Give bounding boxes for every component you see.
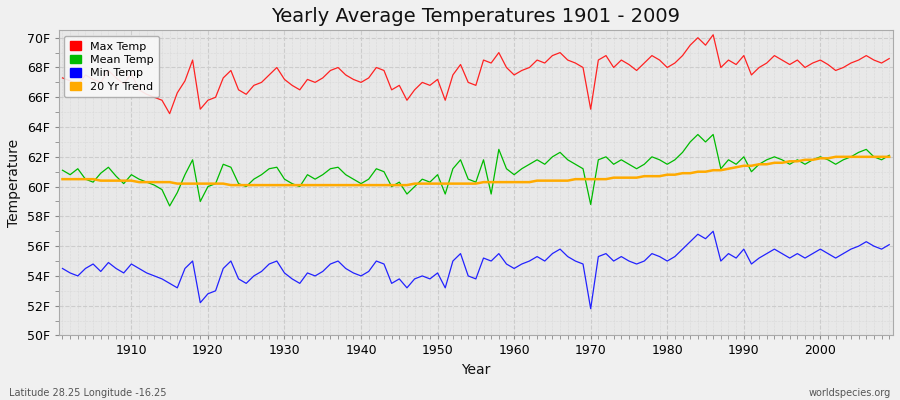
- Title: Yearly Average Temperatures 1901 - 2009: Yearly Average Temperatures 1901 - 2009: [272, 7, 680, 26]
- X-axis label: Year: Year: [461, 363, 491, 377]
- Text: Latitude 28.25 Longitude -16.25: Latitude 28.25 Longitude -16.25: [9, 388, 166, 398]
- Text: worldspecies.org: worldspecies.org: [809, 388, 891, 398]
- Legend: Max Temp, Mean Temp, Min Temp, 20 Yr Trend: Max Temp, Mean Temp, Min Temp, 20 Yr Tre…: [64, 36, 159, 97]
- Y-axis label: Temperature: Temperature: [7, 139, 21, 227]
